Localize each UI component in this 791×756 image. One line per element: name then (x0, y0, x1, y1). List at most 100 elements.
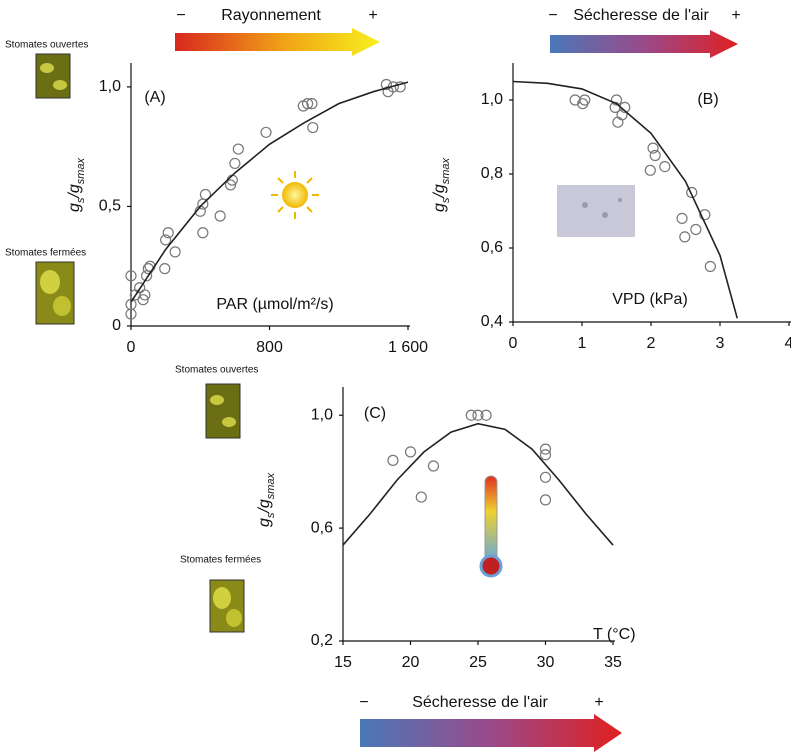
y-tick-label: 0,4 (481, 313, 503, 330)
arrow-label: Rayonnement (221, 7, 321, 24)
data-point (139, 289, 151, 301)
data-point (427, 460, 440, 472)
y-axis-label: gs/gsmax (431, 157, 452, 212)
y-tick-label: 0 (112, 317, 121, 334)
data-point (140, 270, 153, 282)
data-point (676, 212, 688, 224)
data-point (472, 409, 484, 421)
y-tick-label: 1,0 (99, 78, 121, 95)
data-point (480, 409, 492, 421)
data-point (579, 94, 591, 106)
data-point (214, 210, 226, 222)
data-point (307, 121, 319, 134)
data-point (539, 494, 552, 506)
x-tick-label: 2 (647, 335, 656, 352)
x-tick-label: 0 (509, 335, 518, 352)
data-point (699, 209, 711, 221)
data-point (162, 227, 174, 239)
data-point (224, 179, 237, 191)
y-label-part: s (440, 197, 452, 203)
y-axis-label: gs/gsmax (256, 472, 277, 527)
data-point (380, 78, 392, 91)
y-label-part: g (431, 203, 448, 212)
annotation: Stomates fermées (5, 248, 86, 259)
gradient-arrow (550, 30, 738, 58)
arrow-label: + (594, 694, 603, 711)
annotation: Stomates ouvertes (5, 40, 88, 51)
data-point (704, 260, 716, 273)
data-point (539, 471, 552, 483)
x-tick-label: 4 (785, 335, 791, 352)
x-tick-label: 3 (716, 335, 725, 352)
sun-icon (271, 171, 319, 219)
x-axis-label: T (°C) (593, 626, 636, 643)
y-label-part: /g (256, 499, 273, 513)
y-label-part: s (265, 512, 277, 518)
data-point (199, 188, 212, 201)
x-axis-label: VPD (kPa) (612, 291, 688, 308)
arrow-label: + (731, 7, 740, 24)
data-point (229, 157, 241, 170)
data-point (387, 454, 399, 466)
micrograph (35, 53, 635, 633)
data-point (125, 270, 137, 282)
data-point (160, 234, 172, 246)
data-point (306, 98, 318, 110)
data-point (539, 443, 552, 455)
y-tick-label: 0,5 (99, 198, 121, 215)
panel-label: (C) (364, 405, 386, 422)
data-point (690, 223, 702, 236)
y-label-part: smax (75, 157, 87, 184)
panel-label: (B) (697, 91, 718, 108)
annotation: Stomates ouvertes (175, 365, 258, 376)
y-tick-label: 0,6 (311, 519, 333, 536)
data-point (404, 446, 417, 458)
data-point (659, 161, 671, 173)
y-label-part: g (256, 518, 273, 527)
gradient-arrow (175, 28, 380, 56)
y-tick-label: 0,6 (481, 239, 503, 256)
arrow-label: − (548, 7, 557, 24)
gradient-arrow (360, 714, 622, 752)
data-point (169, 246, 181, 258)
y-label-part: /g (431, 184, 448, 198)
data-point (260, 126, 272, 138)
y-label-part: smax (265, 472, 277, 499)
y-label-part: s (75, 197, 87, 203)
data-point (686, 186, 698, 199)
y-axis-label: gs/gsmax (66, 157, 87, 212)
y-tick-label: 1,0 (481, 91, 503, 108)
data-point (415, 491, 427, 503)
data-point (137, 294, 149, 306)
x-tick-label: 35 (604, 654, 622, 671)
data-point (197, 227, 209, 239)
data-point (394, 81, 406, 93)
data-point (647, 142, 659, 154)
x-tick-label: 0 (127, 339, 136, 356)
data-point (644, 164, 656, 176)
data-point (539, 449, 552, 461)
data-point (649, 149, 661, 162)
arrow-label: + (368, 7, 377, 24)
fit-curve (512, 80, 739, 319)
y-tick-label: 1,0 (311, 406, 333, 423)
data-point (679, 231, 691, 243)
data-point (125, 308, 137, 320)
x-tick-label: 1 600 (388, 339, 428, 356)
y-tick-label: 0,8 (481, 165, 503, 182)
y-label-part: smax (440, 157, 452, 184)
x-tick-label: 25 (469, 654, 487, 671)
arrow-label: − (359, 694, 368, 711)
thermometer-icon (479, 475, 503, 578)
data-point (610, 94, 623, 106)
arrow-label: − (176, 7, 185, 24)
fit-curve (342, 422, 614, 546)
fit-curve (130, 81, 409, 303)
arrow-label: Sécheresse de l'air (412, 694, 548, 711)
y-label-part: g (66, 203, 83, 212)
x-axis-label: PAR (µmol/m²/s) (216, 296, 333, 313)
data-point (465, 409, 477, 421)
data-point (301, 98, 314, 110)
data-point (232, 143, 244, 155)
